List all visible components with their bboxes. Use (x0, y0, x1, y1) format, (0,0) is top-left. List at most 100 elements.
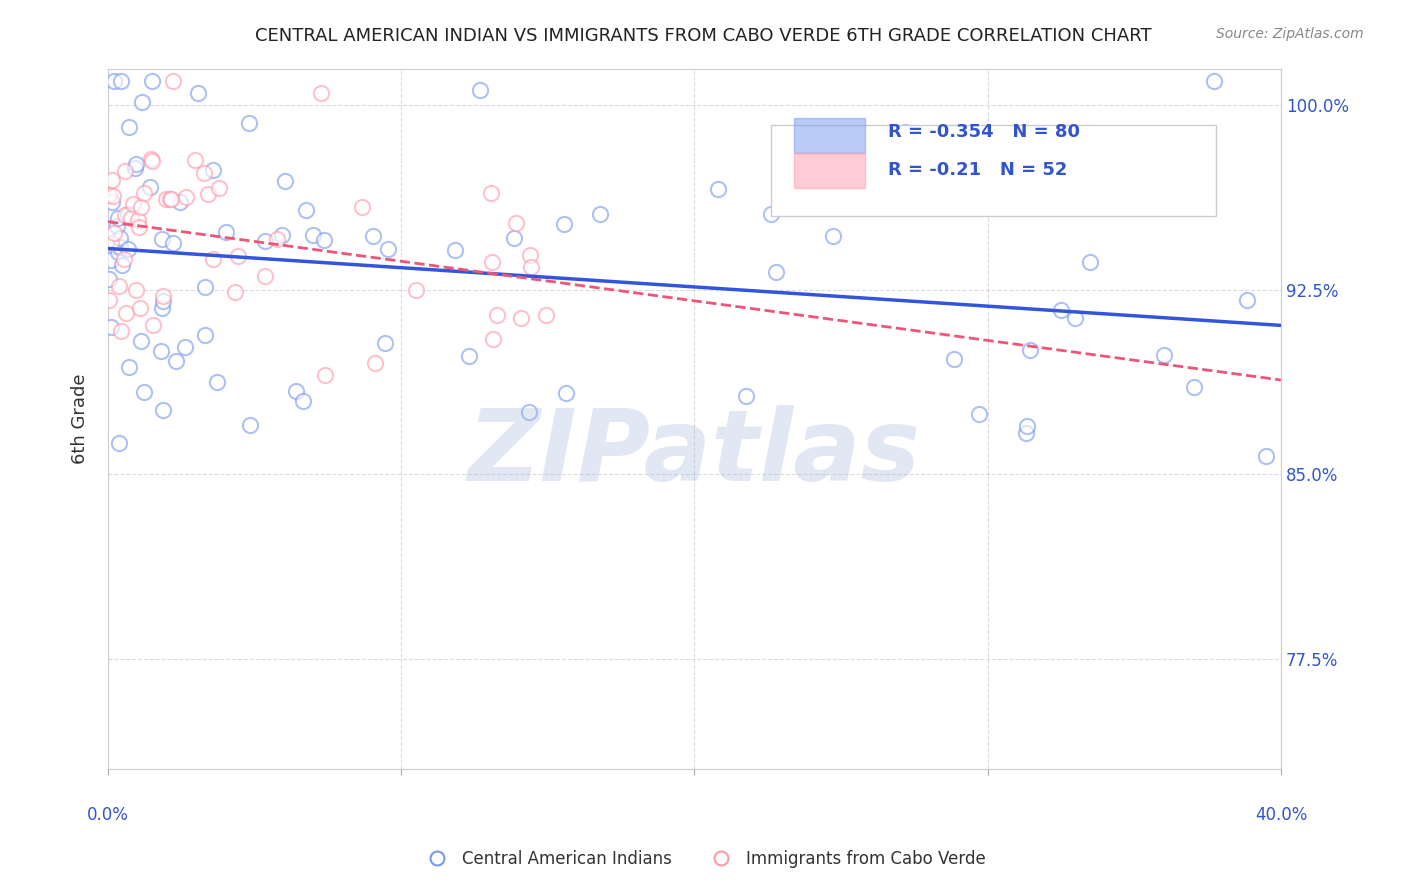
Point (131, 95, 153, 109)
Point (110, 74, 132, 88)
Point (187, 86, 209, 100)
Point (149, 344, 172, 359)
Point (118, 120, 141, 135)
Point (162, 236, 184, 251)
Point (160, 192, 183, 206)
Point (363, 356, 385, 370)
Point (108, 278, 131, 293)
Point (707, 181, 730, 195)
Point (169, 195, 191, 210)
Point (184, 153, 207, 167)
Point (108, 240, 131, 254)
Point (128, 219, 150, 234)
Point (1019, 343, 1042, 357)
Point (124, 157, 146, 171)
Point (1049, 302, 1071, 317)
Point (114, 164, 136, 178)
Point (205, 376, 228, 390)
Point (108, 436, 131, 450)
Point (117, 207, 139, 221)
Point (141, 74, 163, 88)
Point (124, 161, 146, 176)
Point (458, 349, 481, 363)
Point (121, 197, 143, 211)
Point (271, 228, 294, 243)
Text: Source: ZipAtlas.com: Source: ZipAtlas.com (1216, 27, 1364, 41)
Point (152, 402, 174, 417)
Point (374, 336, 396, 351)
Point (118, 359, 141, 374)
Point (536, 309, 558, 323)
Point (314, 368, 336, 382)
Point (468, 83, 491, 97)
Point (444, 243, 467, 257)
Point (208, 180, 231, 194)
Point (129, 200, 152, 214)
Y-axis label: 6th Grade: 6th Grade (72, 374, 89, 464)
Point (479, 186, 502, 200)
Point (111, 258, 134, 272)
Point (761, 207, 783, 221)
Text: R = -0.21   N = 52: R = -0.21 N = 52 (889, 161, 1067, 179)
Point (1017, 418, 1039, 433)
Point (505, 216, 527, 230)
Point (405, 283, 427, 297)
Text: CENTRAL AMERICAN INDIAN VS IMMIGRANTS FROM CABO VERDE 6TH GRADE CORRELATION CHAR: CENTRAL AMERICAN INDIAN VS IMMIGRANTS FR… (254, 27, 1152, 45)
Point (481, 254, 503, 268)
Point (165, 353, 187, 368)
FancyBboxPatch shape (794, 118, 865, 153)
Point (254, 234, 277, 248)
Point (139, 180, 162, 194)
Point (159, 192, 181, 206)
Point (312, 234, 335, 248)
Point (197, 186, 219, 201)
Point (108, 231, 131, 245)
Point (174, 190, 197, 204)
FancyBboxPatch shape (794, 153, 865, 187)
Point (735, 389, 758, 403)
Point (284, 384, 307, 399)
Point (943, 351, 966, 366)
Point (553, 217, 575, 231)
Point (142, 318, 165, 332)
Point (194, 280, 217, 294)
Point (1064, 310, 1087, 325)
Point (224, 285, 246, 300)
Text: 0.0%: 0.0% (87, 806, 129, 824)
Point (139, 152, 162, 166)
Point (101, 189, 124, 203)
Point (129, 334, 152, 348)
Point (120, 211, 142, 225)
Point (193, 166, 215, 180)
Point (1153, 348, 1175, 362)
Point (239, 417, 262, 432)
Legend: Central American Indians, Immigrants from Cabo Verde: Central American Indians, Immigrants fro… (413, 844, 993, 875)
Point (1256, 449, 1278, 463)
Point (894, 125, 917, 139)
Text: R = -0.354   N = 80: R = -0.354 N = 80 (889, 122, 1080, 141)
Point (150, 301, 173, 315)
Point (821, 228, 844, 243)
Point (162, 74, 184, 88)
Point (1015, 426, 1038, 441)
Point (291, 393, 314, 408)
Point (129, 301, 152, 315)
Point (555, 386, 578, 401)
Point (377, 242, 399, 256)
Point (309, 86, 332, 100)
Point (155, 192, 177, 206)
Point (215, 226, 238, 240)
Point (174, 340, 197, 354)
Point (201, 252, 224, 267)
Text: 40.0%: 40.0% (1254, 806, 1308, 824)
Point (226, 249, 249, 263)
Point (520, 260, 543, 274)
Point (100, 235, 122, 250)
Point (117, 242, 139, 256)
Point (481, 332, 503, 346)
Point (238, 116, 260, 130)
Point (101, 194, 124, 209)
Point (100, 253, 122, 268)
Point (1182, 379, 1205, 393)
Point (194, 327, 217, 342)
